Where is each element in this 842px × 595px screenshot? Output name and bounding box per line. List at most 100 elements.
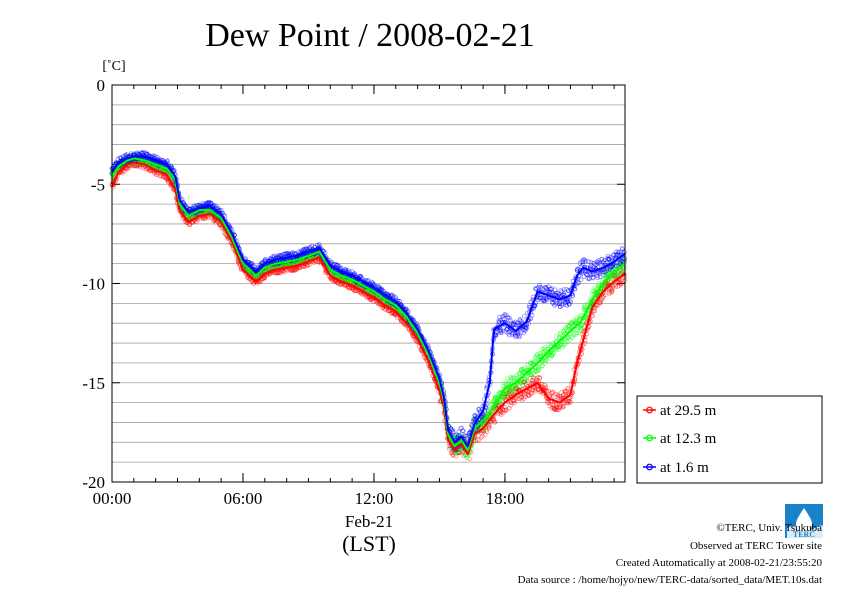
series-scatter-point xyxy=(140,150,146,155)
series-scatter-point xyxy=(560,404,566,410)
x-tick-label: 06:00 xyxy=(224,489,263,508)
series-scatter-point xyxy=(544,388,549,393)
series-scatter-point xyxy=(563,391,569,397)
chart-title: Dew Point / 2008-02-21 xyxy=(205,17,535,54)
series-scatter-point xyxy=(498,401,503,406)
series-scatter-point xyxy=(609,289,615,294)
series-scatter-point xyxy=(512,384,518,390)
series-scatter-point xyxy=(272,253,277,259)
series-scatter-point xyxy=(589,291,595,297)
series-scatter-point xyxy=(567,337,573,342)
series-scatter-point xyxy=(491,418,497,423)
series-scatter-point xyxy=(392,294,398,299)
series-scatter-point xyxy=(479,435,484,440)
series-scatter-point xyxy=(243,256,249,262)
series-scatter-point xyxy=(520,382,525,388)
x-tick-label: 12:00 xyxy=(355,489,394,508)
series-scatter-point xyxy=(501,410,506,416)
series-scatter-point xyxy=(598,299,604,305)
y-tick-label: -15 xyxy=(82,374,105,393)
series-scatter-point xyxy=(503,408,509,413)
series-scatter-point xyxy=(539,363,545,369)
y-tick-label: -5 xyxy=(91,175,105,194)
series-scatter-point xyxy=(461,428,466,433)
series-scatter-point xyxy=(529,390,535,396)
series-scatter-point xyxy=(502,405,508,410)
series-scatter-point xyxy=(453,454,459,459)
y-tick-label: -20 xyxy=(82,473,105,492)
x-axis-ticks: 00:00 06:00 12:00 18:00 xyxy=(93,85,525,508)
series-scatter-point xyxy=(539,381,545,387)
x-tick-label: 18:00 xyxy=(486,489,525,508)
series-scatter-point xyxy=(505,315,511,321)
series-scatter-point xyxy=(450,429,456,434)
series-scatter-point xyxy=(508,374,513,380)
x-tick-label: 00:00 xyxy=(93,489,132,508)
series-scatter-point xyxy=(523,378,529,384)
series-scatter-point xyxy=(592,308,598,314)
series-scatter-point xyxy=(497,314,502,320)
series-scatter-point xyxy=(481,412,486,418)
series-scatter-point xyxy=(484,429,490,434)
series-scatter-point xyxy=(390,293,395,298)
series-scatter-point xyxy=(414,321,420,326)
series-scatter-point xyxy=(528,372,534,377)
series-scatter-point xyxy=(502,408,507,413)
series-scatter-point xyxy=(211,203,217,208)
y-axis-label: [˚C] xyxy=(102,59,125,74)
series-scatter-point xyxy=(621,268,626,274)
series-scatter-point xyxy=(338,265,344,271)
series-scatter-point xyxy=(582,302,588,308)
series-scatter-point xyxy=(507,332,512,338)
series-scatter-point xyxy=(262,275,267,280)
series-scatter-point xyxy=(610,286,615,291)
series-scatter-point xyxy=(506,405,512,411)
series-scatter-point xyxy=(480,413,486,418)
series-scatter-point xyxy=(559,342,564,348)
series-scatter-point xyxy=(568,400,573,405)
series-scatter-point xyxy=(551,350,556,356)
series-scatter-point xyxy=(529,372,535,378)
series-scatter-point xyxy=(599,297,604,303)
series-scatter-point xyxy=(316,242,322,247)
series-scatter-point xyxy=(609,290,614,296)
series-scatter-point xyxy=(553,334,559,339)
series-scatter-point xyxy=(602,284,607,290)
series-scatter-point xyxy=(258,261,264,266)
grid-lines xyxy=(112,104,625,463)
y-tick-label: -10 xyxy=(82,275,105,294)
series-scatter-point xyxy=(153,172,159,177)
series-scatter-point xyxy=(507,315,512,321)
series-scatter-points xyxy=(109,150,628,461)
series-scatter-point xyxy=(459,447,465,453)
series-scatter-point xyxy=(537,376,543,381)
series-scatter-point xyxy=(486,425,492,431)
series-scatter-point xyxy=(518,380,523,385)
series-scatter-point xyxy=(521,369,526,374)
series-scatter-point xyxy=(548,402,554,407)
series-scatter-point xyxy=(464,436,470,441)
series-scatter-point xyxy=(618,280,623,286)
series-scatter-point xyxy=(302,264,308,269)
series-scatter-point xyxy=(499,330,504,335)
series-scatter-point xyxy=(544,356,550,362)
series-scatter-point xyxy=(307,262,312,267)
series-scatter-point xyxy=(464,434,469,439)
series-scatter-point xyxy=(574,330,579,336)
series-scatter-point xyxy=(492,420,497,425)
series-scatter-point xyxy=(493,419,498,424)
series-scatter-point xyxy=(249,261,255,266)
series-scatter-point xyxy=(476,437,482,443)
series-scatter-point xyxy=(554,392,560,397)
series-scatter-point xyxy=(570,335,575,340)
series-scatter-point xyxy=(536,367,542,373)
series-scatter-point xyxy=(565,339,570,345)
series-scatter-point xyxy=(352,270,357,276)
series-scatter-point xyxy=(524,377,530,383)
series-scatter-point xyxy=(513,397,518,402)
series-scatter-point xyxy=(172,168,177,173)
series-scatter-point xyxy=(550,390,555,395)
y-tick-label: 0 xyxy=(97,76,106,95)
series-scatter-point xyxy=(565,385,570,391)
